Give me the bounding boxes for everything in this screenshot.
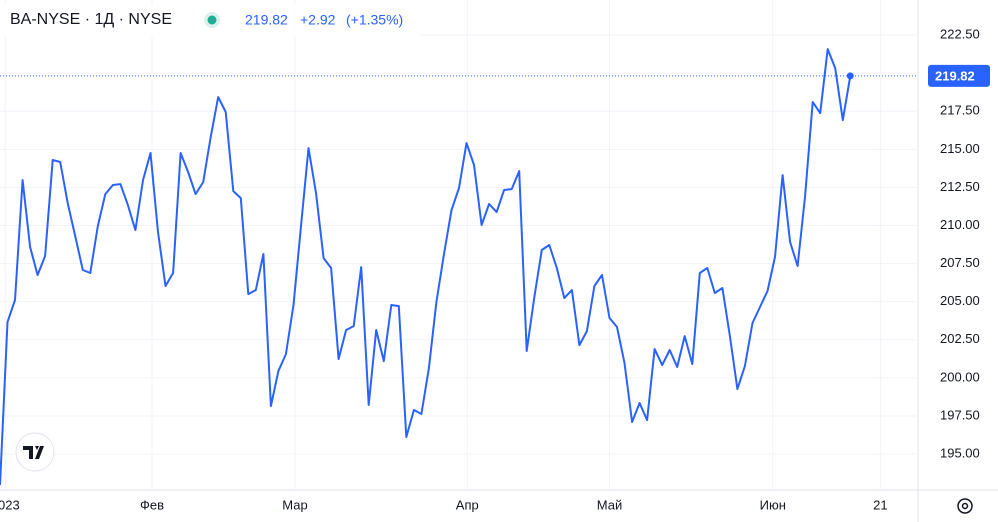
y-tick-label: 195.00: [940, 445, 980, 460]
price-badge-label: 219.82: [935, 68, 975, 83]
y-tick-label: 222.50: [940, 26, 980, 41]
settings-icon[interactable]: [957, 498, 973, 514]
x-tick-label: Апр: [456, 497, 479, 512]
y-tick-label: 200.00: [940, 369, 980, 384]
y-tick-label: 212.50: [940, 179, 980, 194]
x-tick-label: Май: [597, 497, 622, 512]
settings-icon-center: [961, 502, 969, 510]
y-tick-label: 207.50: [940, 255, 980, 270]
y-tick-label: 197.50: [940, 407, 980, 422]
x-tick-label: Мар: [282, 497, 307, 512]
x-tick-label: Фев: [140, 497, 164, 512]
last-point: [846, 72, 854, 80]
y-tick-label: 217.50: [940, 103, 980, 118]
change-pct: (+1.35%): [346, 12, 403, 28]
price-badge: [928, 64, 990, 87]
plot: [0, 48, 918, 486]
x-tick-label: Июн: [760, 497, 786, 512]
change: +2.92: [300, 12, 336, 28]
y-tick-label: 215.00: [940, 141, 980, 156]
logo-mark: [23, 446, 44, 459]
last-price: 219.82: [245, 12, 288, 28]
x-tick-label: 2023: [0, 497, 20, 512]
status-dot: [207, 15, 217, 25]
price-line: [0, 48, 852, 486]
y-tick-label: 202.50: [940, 331, 980, 346]
y-tick-label: 205.00: [940, 293, 980, 308]
logo[interactable]: [15, 432, 55, 472]
symbol: BA-NYSE · 1Д · NYSE: [10, 11, 172, 28]
y-tick-label: 210.00: [940, 217, 980, 232]
x-tick-label: 21: [873, 497, 887, 512]
